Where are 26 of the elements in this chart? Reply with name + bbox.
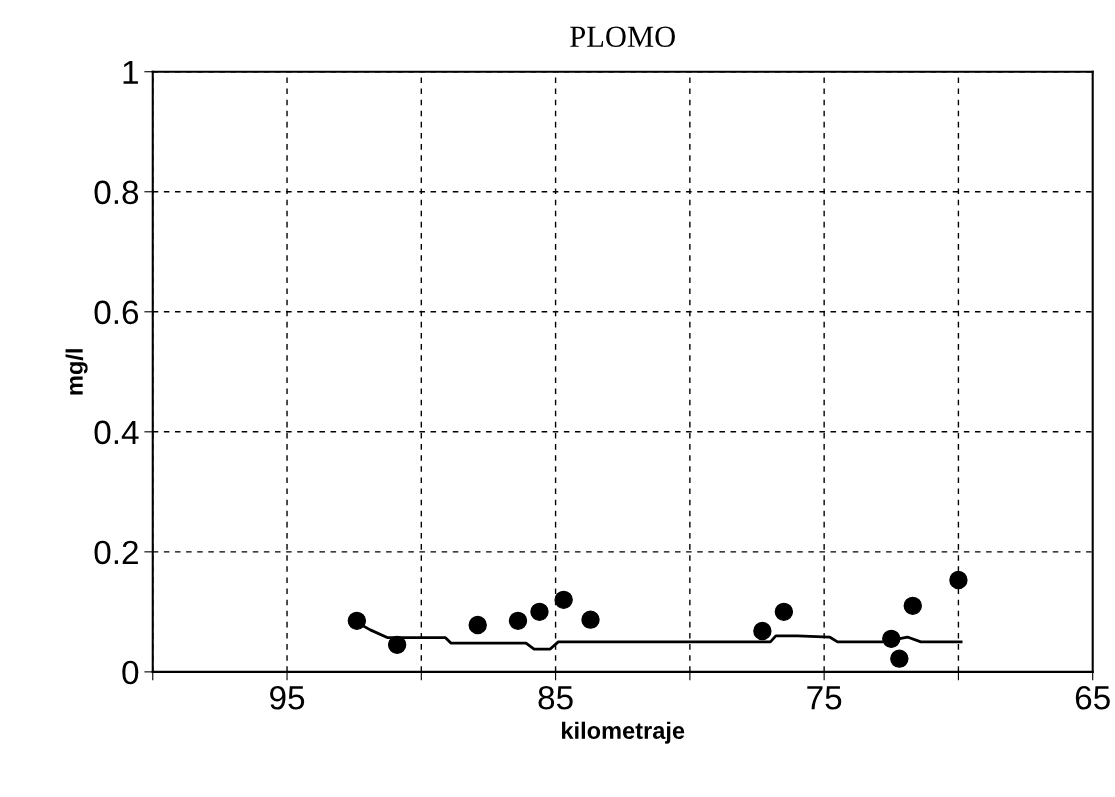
point [774,602,794,622]
point [581,610,600,629]
x-tick-label: 65 [1075,685,1110,710]
point [508,611,528,631]
x-tick-label: 95 [270,685,305,710]
y-axis-title: mg/l [65,349,88,395]
point [753,621,772,641]
x-axis-title: kilometraje [562,721,685,744]
point [890,649,909,668]
point [554,590,573,610]
point [949,570,968,590]
x-tick-label: 75 [807,686,842,710]
y-tick-label: 0.4 [94,420,139,445]
y-tick-label: 1 [123,60,138,84]
point [903,596,922,616]
y-tick-label: 0.6 [94,300,139,325]
x-tick-label: 85 [538,685,573,710]
point [387,635,407,655]
point [882,629,901,649]
y-tick-label: 0.2 [94,540,138,565]
point [530,602,549,622]
point [468,615,487,635]
point [347,611,367,631]
chart-title: PLOMO [570,26,675,48]
y-tick-label: 0 [122,660,139,685]
y-tick-label: 0.8 [94,180,139,205]
